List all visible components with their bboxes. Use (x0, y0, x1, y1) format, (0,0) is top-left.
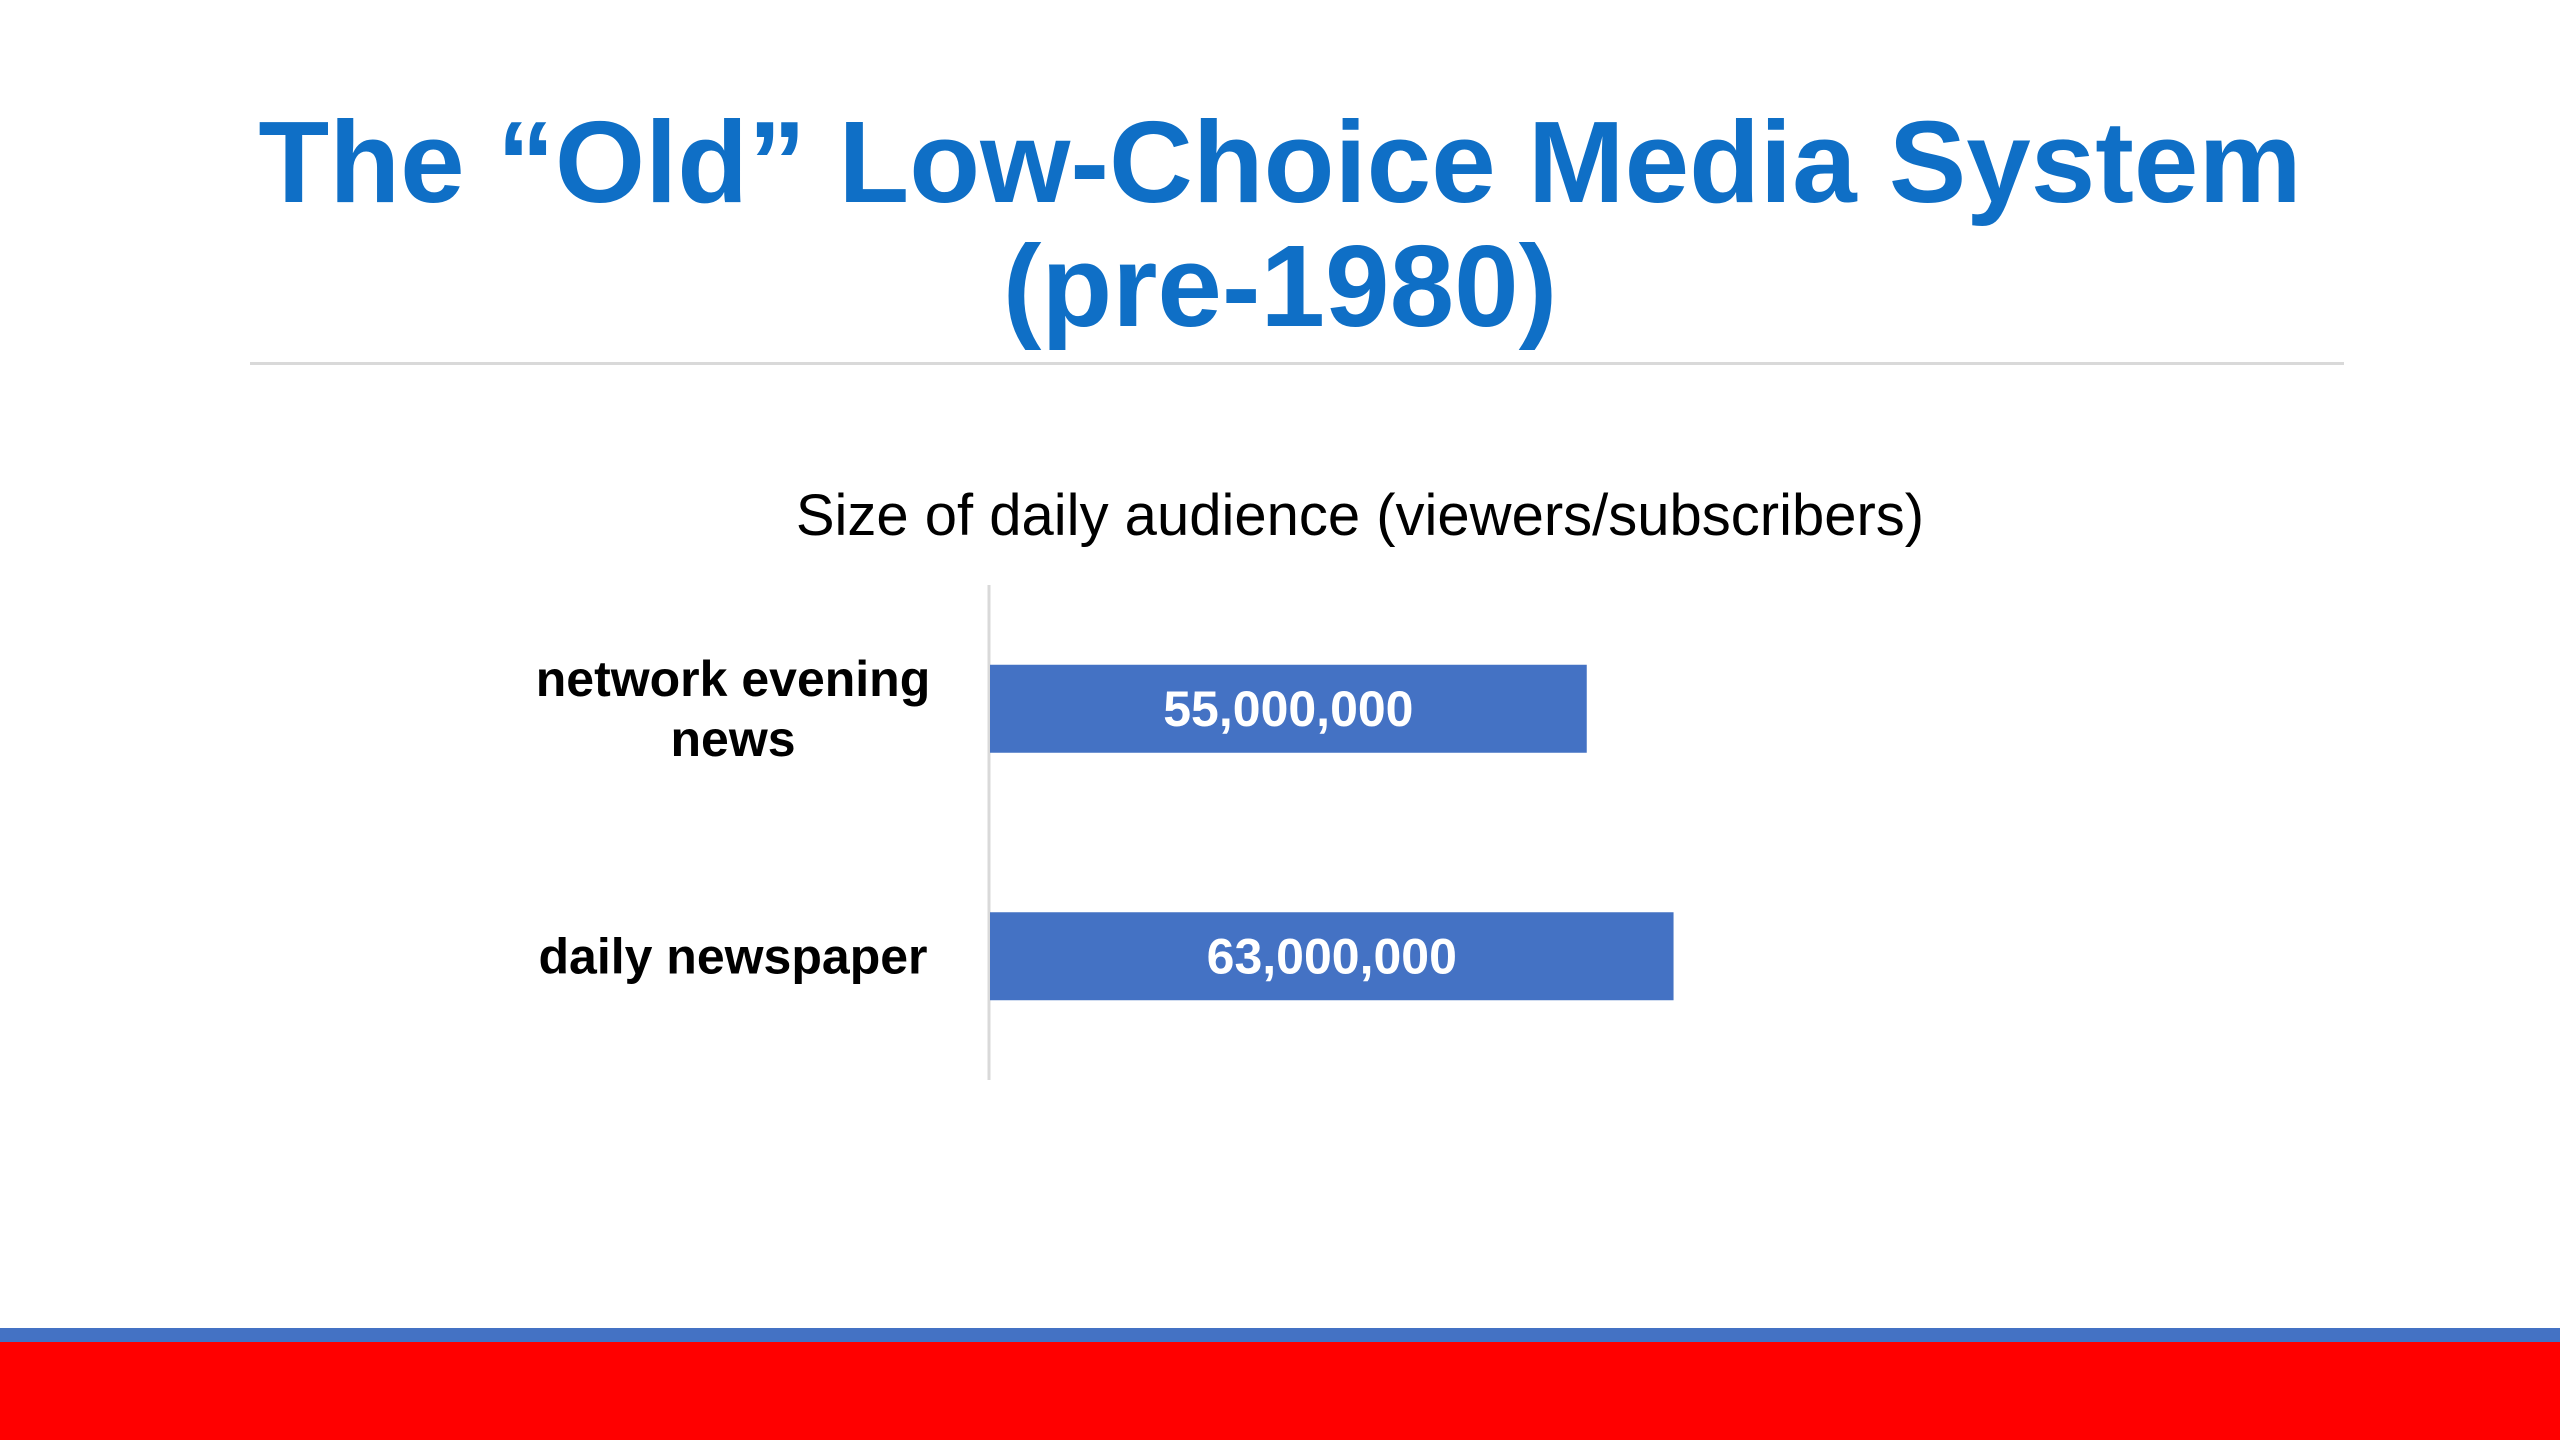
bars-layer: 55,000,000 network evening news 63,000,000 d… (536, 651, 1674, 1001)
category-label-1: daily newspaper (538, 928, 927, 984)
slide-title-line-2: (pre-1980) (1002, 221, 1558, 351)
chart-title: Size of daily audience (viewers/subscrib… (796, 483, 1924, 548)
bar-1 (990, 912, 1674, 1001)
slide-title: The “Old” Low-Choice Media System (pre-1… (0, 100, 2560, 348)
title-divider (250, 362, 2344, 365)
slide-title-line-1: The “Old” Low-Choice Media System (258, 97, 2302, 227)
data-label-1: 63,000,000 (1207, 928, 1457, 984)
data-label-0: 55,000,000 (1163, 681, 1413, 737)
footer-stripe (0, 1328, 2560, 1342)
footer-band (0, 1342, 2560, 1440)
bar-0 (990, 664, 1587, 753)
category-label-0: network evening news (536, 651, 931, 767)
bar-chart: Size of daily audience (viewers/subscrib… (536, 483, 1924, 1080)
